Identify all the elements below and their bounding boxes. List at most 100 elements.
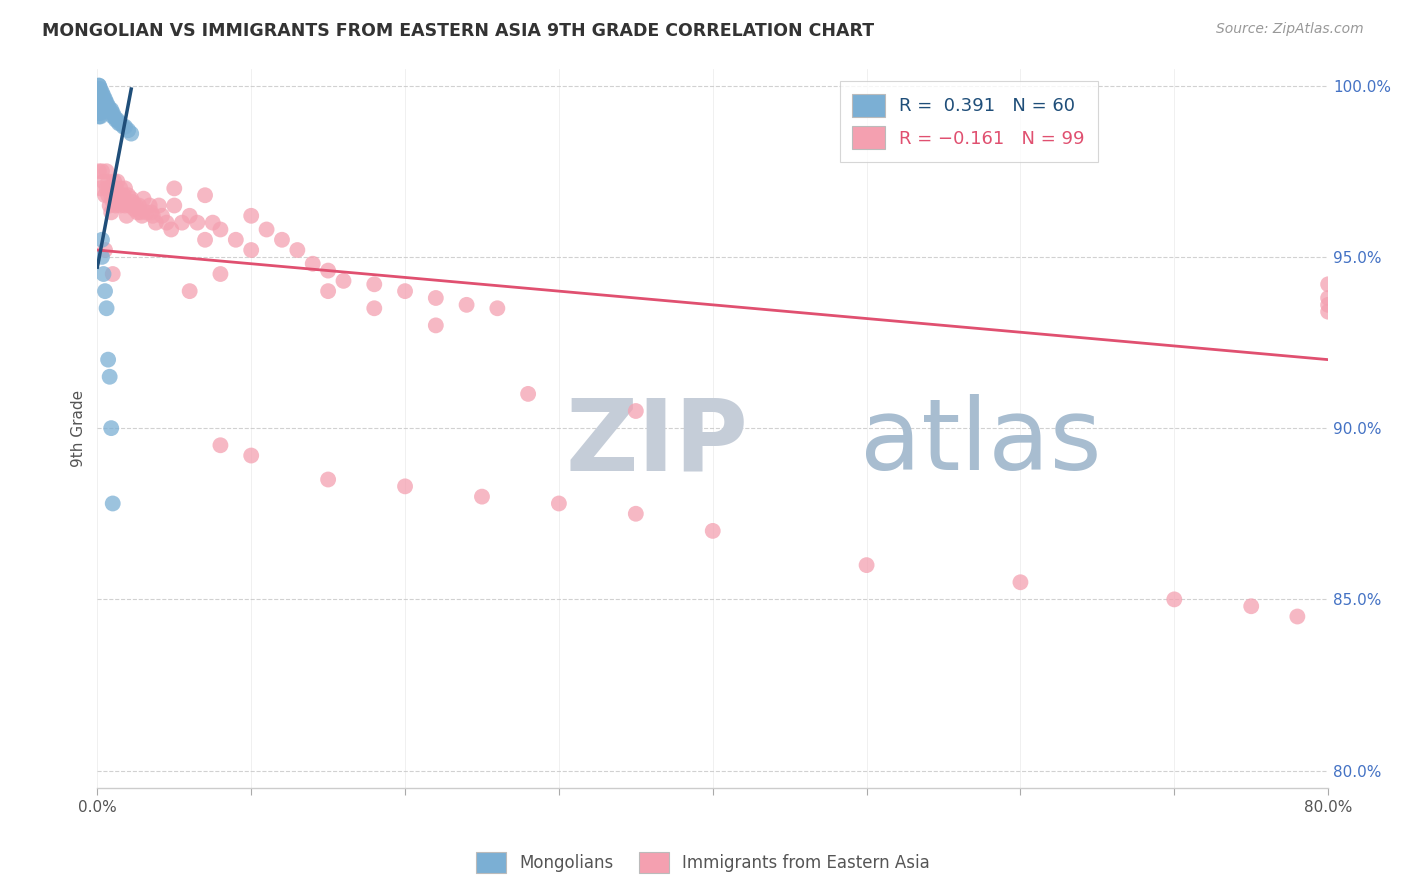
Point (94, 284, 117, 298)
Point (486, 301, 509, 316)
Point (240, 209, 263, 223)
Point (316, 284, 339, 298)
Point (112, 188, 135, 202)
Point (240, 243, 263, 257)
Point (89, 92, 111, 106)
Point (624, 404, 647, 418)
Point (110, 198, 132, 212)
Point (91, 164, 114, 178)
Point (91, 250, 114, 264)
Point (87, 89, 110, 103)
Point (1163, 592, 1185, 607)
Point (100, 103, 122, 117)
Point (1010, 575, 1032, 590)
Point (89, 89, 111, 103)
Point (89, 95, 111, 110)
Point (87, 99, 110, 113)
Point (1317, 298, 1340, 312)
Point (301, 257, 323, 271)
Point (194, 233, 217, 247)
Point (103, 175, 125, 189)
Point (93, 175, 115, 189)
Point (131, 209, 153, 223)
Point (117, 188, 139, 202)
Point (103, 192, 125, 206)
Point (1286, 609, 1309, 624)
Point (100, 205, 122, 219)
Point (89, 106, 111, 120)
Point (108, 188, 131, 202)
Point (94, 92, 117, 106)
Point (285, 243, 308, 257)
Point (148, 198, 170, 212)
Point (114, 181, 136, 195)
Point (127, 205, 149, 219)
Text: Source: ZipAtlas.com: Source: ZipAtlas.com (1216, 22, 1364, 37)
Point (145, 216, 167, 230)
Point (98, 181, 121, 195)
Point (110, 116, 132, 130)
Point (91, 95, 114, 110)
Point (363, 301, 385, 316)
Point (160, 222, 183, 236)
Point (1317, 277, 1340, 292)
Point (120, 127, 142, 141)
Point (104, 198, 127, 212)
Point (87, 103, 110, 117)
Point (128, 198, 150, 212)
Point (425, 318, 447, 333)
Point (101, 195, 124, 210)
Point (91, 86, 114, 100)
Point (118, 198, 141, 212)
Point (316, 473, 339, 487)
Point (179, 284, 201, 298)
Point (98, 198, 121, 212)
Point (1240, 599, 1263, 614)
Point (91, 99, 114, 113)
Point (1317, 304, 1340, 318)
Point (87, 110, 110, 124)
Text: atlas: atlas (860, 394, 1102, 491)
Point (332, 274, 354, 288)
Point (87, 95, 110, 110)
Point (97, 99, 120, 113)
Point (394, 284, 416, 298)
Point (93, 95, 115, 110)
Point (105, 175, 128, 189)
Point (87, 78, 110, 93)
Point (170, 216, 193, 230)
Point (89, 82, 111, 96)
Point (186, 216, 208, 230)
Point (94, 95, 117, 110)
Point (96, 95, 118, 110)
Point (87, 86, 110, 100)
Point (517, 387, 540, 401)
Point (104, 112, 127, 127)
Point (91, 92, 114, 106)
Point (1317, 291, 1340, 305)
Point (163, 198, 186, 212)
Point (89, 181, 111, 195)
Point (121, 195, 143, 210)
Point (256, 222, 278, 236)
Point (98, 103, 121, 117)
Point (110, 181, 132, 195)
Point (142, 209, 165, 223)
Point (89, 103, 111, 117)
Point (114, 120, 136, 134)
Point (105, 112, 128, 127)
Point (548, 496, 571, 510)
Point (87, 86, 110, 100)
Point (87, 82, 110, 96)
Point (87, 78, 110, 93)
Point (101, 106, 124, 120)
Point (194, 188, 217, 202)
Point (89, 99, 111, 113)
Point (150, 209, 173, 223)
Point (101, 110, 124, 124)
Point (87, 92, 110, 106)
Point (89, 86, 111, 100)
Point (316, 263, 339, 277)
Point (97, 103, 120, 117)
Point (132, 192, 155, 206)
